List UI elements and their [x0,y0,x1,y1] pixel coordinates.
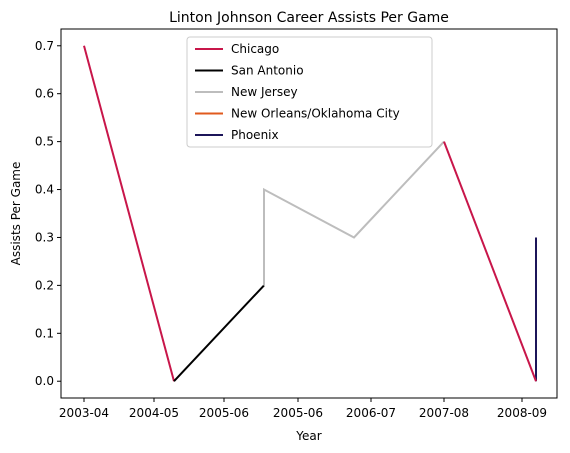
legend-label: Chicago [231,42,279,56]
legend-label: New Orleans/Oklahoma City [231,107,400,121]
y-tick-label: 0.7 [35,39,54,53]
y-tick-label: 0.3 [35,230,54,244]
legend-label: New Jersey [231,85,298,99]
y-tick-label: 0.4 [35,183,54,197]
x-tick-label: 2005-06 [199,406,249,420]
series-lines [83,45,537,382]
y-axis: 0.0 0.1 0.2 0.3 0.4 0.5 0.6 0.7 [35,39,61,388]
x-tick-label: 2005-06 [273,406,323,420]
x-tick-label: 2007-08 [419,406,469,420]
legend: Chicago San Antonio New Jersey New Orleans/… [186,36,433,148]
series-line-2 [263,140,445,286]
y-tick-label: 0.1 [35,326,54,340]
y-tick-label: 0.0 [35,374,54,388]
x-tick-label: 2003-04 [59,406,109,420]
x-tick-label: 2008-09 [497,406,547,420]
series-line-5 [443,141,537,382]
x-axis-label: Year [295,429,321,443]
y-tick-label: 0.6 [35,87,54,101]
series-line-0 [83,45,175,382]
x-tick-label: 2004-05 [129,406,179,420]
chart-title: Linton Johnson Career Assists Per Game [169,10,449,26]
y-tick-label: 0.5 [35,135,54,149]
series-line-1 [173,284,265,382]
y-axis-label: Assists Per Game [9,162,23,266]
x-axis: 2003-04 2004-05 2005-06 2005-06 2006-07 2007-… [59,398,547,420]
x-tick-label: 2006-07 [346,406,396,420]
legend-box [186,36,433,148]
y-tick-label: 0.2 [35,278,54,292]
legend-label: Phoenix [231,128,279,142]
legend-label: San Antonio [231,64,304,78]
